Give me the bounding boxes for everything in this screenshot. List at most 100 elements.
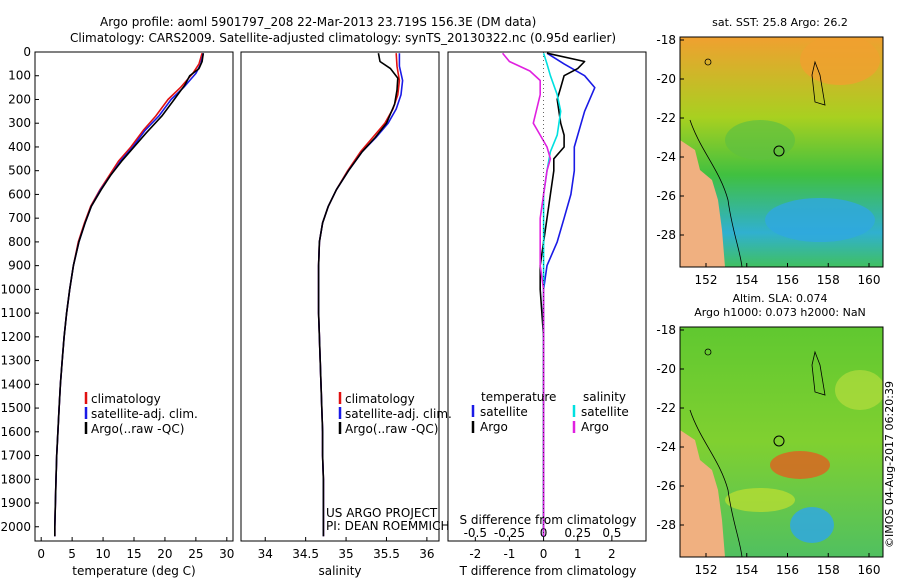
sla-map-axes: 152 154 156 158 160 -18 -20 -22 -24 -26 -28 bbox=[656, 323, 880, 577]
salinity-panel: 34 34.5 35 35.5 36 salinity climatology sate… bbox=[240, 51, 452, 578]
credit-text: ©IMOS 04-Aug-2017 06:20:39 bbox=[883, 381, 896, 548]
series-line-s-argo bbox=[501, 52, 552, 537]
depth-tick-label: 1300 bbox=[0, 354, 31, 368]
legend-label-t-argo: Argo bbox=[480, 420, 508, 434]
australia-land bbox=[680, 140, 725, 267]
map-y-tick-label: -18 bbox=[656, 323, 676, 337]
x-tick-label: 34.5 bbox=[292, 547, 319, 561]
x-tick-label: 34 bbox=[258, 547, 273, 561]
temperature-axes-frame bbox=[34, 51, 234, 542]
series-line-climatology bbox=[54, 52, 203, 537]
map-y-tick-label: -18 bbox=[656, 33, 676, 47]
difference-legend: temperature salinity satellite Argo sate… bbox=[471, 390, 629, 434]
sst-map: sat. SST: 25.8 Argo: 26.2 152 154 156 158 16… bbox=[656, 16, 884, 287]
legend-label-climatology: climatology bbox=[345, 392, 415, 406]
header-line-2: Climatology: CARS2009. Satellite-adjuste… bbox=[70, 31, 616, 45]
depth-tick-label: 1000 bbox=[0, 282, 31, 296]
x-tick-label: 1 bbox=[574, 547, 582, 561]
salinity-x-axis: 34 34.5 35 35.5 36 bbox=[258, 537, 435, 561]
depth-tick-label: 1800 bbox=[0, 472, 31, 486]
depth-tick-label: 400 bbox=[8, 140, 31, 154]
series-line-t-argo bbox=[539, 52, 586, 537]
x-tick-label: 25 bbox=[188, 547, 203, 561]
temperature-series bbox=[54, 52, 205, 537]
depth-tick-label: 1500 bbox=[0, 401, 31, 415]
depth-tick-label: 0 bbox=[23, 45, 31, 59]
x-tick-label: 35.5 bbox=[373, 547, 400, 561]
map-y-tick-label: -28 bbox=[656, 518, 676, 532]
map-y-tick-label: -24 bbox=[656, 150, 676, 164]
s-tick-label: -0.5 bbox=[464, 526, 487, 540]
map-y-tick-label: -24 bbox=[656, 440, 676, 454]
australia-land bbox=[680, 430, 725, 557]
x-tick-label: 2 bbox=[608, 547, 616, 561]
legend-label-satellite: satellite-adj. clim. bbox=[345, 407, 452, 421]
x-tick-label: 0 bbox=[540, 547, 548, 561]
s-tick-label: 0.5 bbox=[602, 526, 621, 540]
map-y-tick-label: -22 bbox=[656, 111, 676, 125]
sla-map-title-line-2: Argo h1000: 0.073 h2000: NaN bbox=[694, 306, 866, 319]
x-tick-label: -2 bbox=[469, 547, 481, 561]
map-y-tick-label: -28 bbox=[656, 228, 676, 242]
project-annotation: US ARGO PROJECT bbox=[326, 506, 438, 520]
x-tick-label: 35 bbox=[338, 547, 353, 561]
temperature-legend: climatology satellite-adj. clim. Argo(..… bbox=[84, 392, 198, 436]
map-x-tick-label: 156 bbox=[776, 273, 799, 287]
map-x-tick-label: 160 bbox=[858, 273, 881, 287]
depth-tick-label: 1900 bbox=[0, 496, 31, 510]
depth-tick-label: 1700 bbox=[0, 449, 31, 463]
depth-tick-label: 100 bbox=[8, 69, 31, 83]
depth-tick-label: 1400 bbox=[0, 377, 31, 391]
map-y-tick-label: -20 bbox=[656, 362, 676, 376]
series-line-satellite bbox=[317, 53, 404, 537]
pi-annotation: PI: DEAN ROEMMICH bbox=[326, 519, 449, 533]
series-line-argo bbox=[317, 53, 399, 537]
depth-tick-label: 1100 bbox=[0, 306, 31, 320]
x-tick-label: 36 bbox=[419, 547, 434, 561]
depth-tick-label: 900 bbox=[8, 259, 31, 273]
sst-map-axes: 152 154 156 158 160 -18 -20 -22 -24 -26 -28 bbox=[656, 33, 880, 287]
map-x-tick-label: 152 bbox=[695, 273, 718, 287]
map-y-tick-label: -20 bbox=[656, 72, 676, 86]
depth-tick-label: 1600 bbox=[0, 425, 31, 439]
legend-label-t-satellite: satellite bbox=[480, 405, 528, 419]
legend-label-s-argo: Argo bbox=[581, 420, 609, 434]
map-y-tick-label: -26 bbox=[656, 479, 676, 493]
legend-label-satellite: satellite-adj. clim. bbox=[91, 407, 198, 421]
difference-x-axis: -2 -1 0 1 2-0.5 -0.25 0 0.25 0.5 bbox=[464, 526, 622, 561]
map-x-tick-label: 154 bbox=[735, 273, 758, 287]
s-difference-label: S difference from climatology bbox=[460, 513, 637, 527]
depth-tick-label: 300 bbox=[8, 116, 31, 130]
salinity-xlabel: salinity bbox=[318, 564, 361, 578]
series-line-argo bbox=[54, 53, 205, 537]
t-difference-label: T difference from climatology bbox=[459, 564, 637, 578]
legend-title-salinity: salinity bbox=[583, 390, 626, 404]
x-tick-label: 0 bbox=[37, 547, 45, 561]
map-x-tick-label: 154 bbox=[735, 563, 758, 577]
sst-map-title: sat. SST: 25.8 Argo: 26.2 bbox=[712, 16, 848, 29]
map-x-tick-label: 156 bbox=[776, 563, 799, 577]
series-line-s-satellite bbox=[542, 52, 562, 537]
sla-map: Altim. SLA: 0.074 Argo h1000: 0.073 h200… bbox=[656, 292, 884, 577]
difference-panel: -2 -1 0 1 2-0.5 -0.25 0 0.25 0.5 S difference fr… bbox=[447, 51, 647, 578]
sla-map-title-line-1: Altim. SLA: 0.074 bbox=[732, 292, 827, 305]
map-x-tick-label: 158 bbox=[817, 563, 840, 577]
depth-tick-label: 800 bbox=[8, 235, 31, 249]
x-tick-label: 30 bbox=[219, 547, 234, 561]
salinity-axes-frame bbox=[240, 51, 440, 542]
depth-tick-label: 200 bbox=[8, 92, 31, 106]
difference-series bbox=[501, 52, 596, 541]
legend-title-temperature: temperature bbox=[481, 390, 556, 404]
header-line-1: Argo profile: aoml 5901797_208 22-Mar-20… bbox=[100, 15, 536, 29]
series-line-satellite bbox=[54, 53, 205, 537]
depth-tick-label: 500 bbox=[8, 164, 31, 178]
s-tick-label: -0.25 bbox=[494, 526, 525, 540]
x-tick-label: -1 bbox=[503, 547, 515, 561]
map-x-tick-label: 152 bbox=[695, 563, 718, 577]
difference-axes-frame bbox=[447, 51, 647, 542]
depth-tick-label: 700 bbox=[8, 211, 31, 225]
x-tick-label: 15 bbox=[126, 547, 141, 561]
legend-label-s-satellite: satellite bbox=[581, 405, 629, 419]
legend-label-climatology: climatology bbox=[91, 392, 161, 406]
